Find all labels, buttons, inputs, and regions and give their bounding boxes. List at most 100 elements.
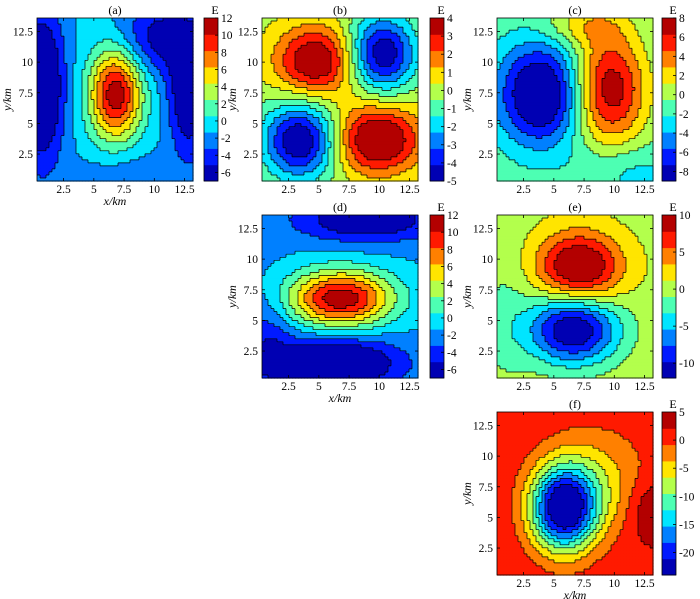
contour-cell — [88, 48, 92, 52]
contour-cell — [64, 60, 68, 64]
contour-cell — [190, 21, 194, 25]
contour-cell — [85, 78, 89, 82]
contour-cell — [115, 84, 119, 89]
contour-cell — [148, 45, 152, 49]
contour-cell — [67, 108, 71, 113]
contour-cell — [151, 54, 155, 58]
contour-cell — [55, 81, 59, 86]
y-tick-label: 10 — [22, 57, 34, 69]
contour-cell — [37, 81, 41, 86]
contour-cell — [127, 21, 131, 25]
contour-cell — [139, 63, 143, 67]
contour-cell — [133, 45, 137, 49]
contour-cell — [85, 108, 89, 113]
contour-cell — [121, 93, 125, 98]
contour-cell — [190, 33, 194, 37]
contour-cell — [130, 60, 134, 64]
contour-cell — [142, 48, 146, 52]
contour-cell — [190, 96, 194, 101]
contour-cell — [121, 24, 125, 28]
contour-cell — [163, 81, 167, 86]
contour-cell — [88, 36, 92, 40]
contour-cell — [49, 99, 53, 104]
contour-cell — [76, 21, 80, 25]
contour-cell — [127, 39, 131, 43]
contour-cell — [166, 60, 170, 64]
contour-cell — [145, 21, 149, 25]
contour-cell — [97, 81, 101, 86]
contour-cell — [43, 105, 47, 110]
contour-cell — [55, 54, 59, 58]
contour-cell — [52, 54, 56, 58]
contour-cell — [184, 39, 188, 43]
contour-cell — [73, 105, 77, 110]
contour-cell — [82, 93, 86, 98]
contour-cell — [118, 57, 122, 61]
contour-cell — [109, 27, 113, 31]
contour-cell — [76, 51, 80, 55]
contour-cell — [109, 60, 113, 64]
contour-cell — [55, 45, 59, 49]
contour-cell — [178, 54, 182, 58]
contour-cell — [118, 66, 122, 70]
contour-cell — [130, 63, 134, 67]
contour-cell — [130, 42, 134, 46]
contour-cell — [121, 81, 125, 86]
contour-cell — [43, 93, 47, 98]
contour-cell — [64, 84, 68, 89]
contour-cell — [166, 24, 170, 28]
contour-cell — [85, 54, 89, 58]
contour-cell — [175, 42, 179, 46]
contour-cell — [37, 57, 41, 61]
contour-cell — [175, 78, 179, 82]
contour-cell — [46, 24, 50, 28]
contour-cell — [139, 54, 143, 58]
contour-cell — [97, 30, 101, 34]
contour-cell — [73, 33, 77, 37]
contour-cell — [178, 18, 182, 22]
contour-cell — [175, 39, 179, 43]
contour-cell — [118, 18, 122, 22]
contour-cell — [133, 21, 137, 25]
contour-cell — [172, 99, 176, 104]
contour-cell — [94, 66, 98, 70]
contour-cell — [100, 81, 104, 86]
contour-cell — [187, 84, 191, 89]
contour-cell — [55, 78, 59, 82]
contour-cell — [124, 75, 128, 79]
contour-cell — [100, 57, 104, 61]
colorbar-segment — [204, 132, 218, 149]
contour-cell — [88, 93, 92, 98]
contour-cell — [154, 81, 158, 86]
contour-cell — [76, 39, 80, 43]
contour-cell — [157, 18, 161, 22]
contour-cell — [94, 69, 98, 73]
contour-cell — [181, 63, 185, 67]
contour-cell — [136, 36, 140, 40]
contour-cell — [88, 90, 92, 95]
contour-cell — [172, 21, 176, 25]
contour-cell — [127, 96, 131, 101]
contour-cell — [55, 33, 59, 37]
contour-cell — [100, 36, 104, 40]
contour-cell — [64, 81, 68, 86]
contour-cell — [67, 63, 71, 67]
contour-cell — [94, 54, 98, 58]
contour-cell — [130, 105, 134, 110]
contour-cell — [103, 78, 107, 82]
contour-cell — [184, 75, 188, 79]
contour-cell — [148, 75, 152, 79]
contour-cell — [154, 78, 158, 82]
contour-cell — [160, 66, 164, 70]
contour-cell — [154, 42, 158, 46]
contour-cell — [79, 81, 83, 86]
colorbar-tick-label: 8 — [221, 47, 227, 59]
contour-cell — [118, 27, 122, 31]
contour-cell — [115, 78, 119, 82]
contour-cell — [160, 33, 164, 37]
contour-cell — [112, 51, 116, 55]
contour-cell — [61, 18, 65, 22]
contour-cell — [88, 42, 92, 46]
contour-cell — [169, 51, 173, 55]
contour-cell — [103, 105, 107, 110]
